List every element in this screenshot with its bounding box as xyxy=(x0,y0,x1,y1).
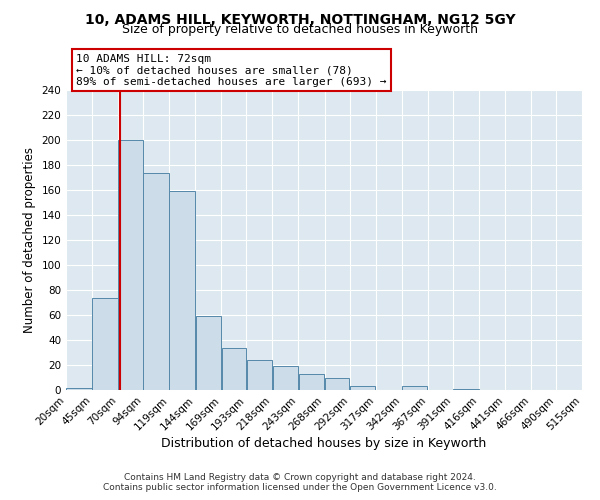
Bar xyxy=(92,298,118,390)
Bar xyxy=(402,386,427,390)
Text: Size of property relative to detached houses in Keyworth: Size of property relative to detached ho… xyxy=(122,24,478,36)
Bar xyxy=(325,378,349,390)
Text: 10 ADAMS HILL: 72sqm
← 10% of detached houses are smaller (78)
89% of semi-detac: 10 ADAMS HILL: 72sqm ← 10% of detached h… xyxy=(76,54,387,87)
Bar xyxy=(196,316,221,390)
Bar xyxy=(221,348,246,390)
Bar xyxy=(118,140,143,390)
Bar xyxy=(453,389,479,390)
Y-axis label: Number of detached properties: Number of detached properties xyxy=(23,147,36,333)
Bar xyxy=(350,386,376,390)
Bar xyxy=(247,360,272,390)
Bar xyxy=(169,191,195,390)
Bar xyxy=(299,374,324,390)
Text: Contains HM Land Registry data © Crown copyright and database right 2024.
Contai: Contains HM Land Registry data © Crown c… xyxy=(103,473,497,492)
Bar xyxy=(66,388,92,390)
Bar xyxy=(272,366,298,390)
Bar xyxy=(143,172,169,390)
Text: 10, ADAMS HILL, KEYWORTH, NOTTINGHAM, NG12 5GY: 10, ADAMS HILL, KEYWORTH, NOTTINGHAM, NG… xyxy=(85,12,515,26)
X-axis label: Distribution of detached houses by size in Keyworth: Distribution of detached houses by size … xyxy=(161,438,487,450)
